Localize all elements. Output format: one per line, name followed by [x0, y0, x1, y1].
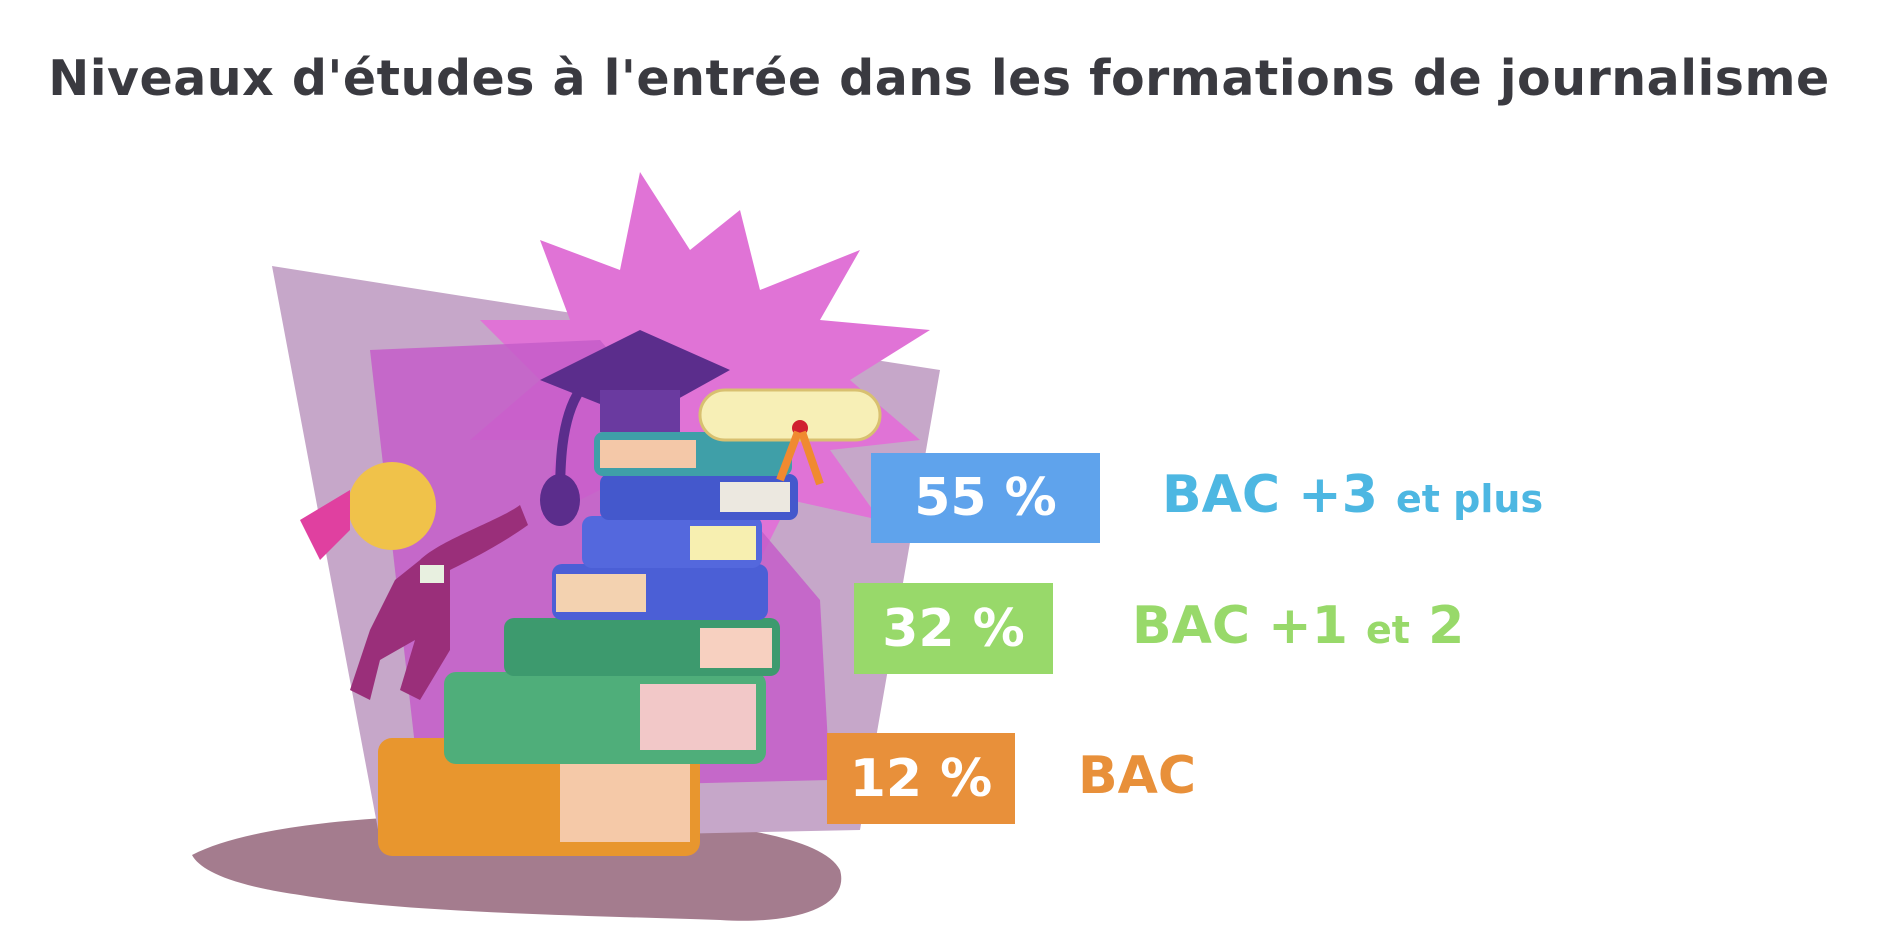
label-main: BAC +3 — [1162, 465, 1378, 525]
category-label-bac12: BAC +1 et 2 — [1132, 596, 1464, 656]
category-label-bac: BAC — [1078, 746, 1196, 806]
category-label-bac3: BAC +3 et plus — [1162, 465, 1543, 525]
value-label: 32 % — [882, 598, 1025, 659]
chart-title: Niveaux d'études à l'entrée dans les for… — [48, 50, 1830, 107]
figure-body — [350, 505, 528, 700]
value-box-bac12: 32 % — [854, 583, 1053, 674]
label-small: et — [1366, 608, 1410, 652]
figure-head — [348, 462, 436, 550]
label-tail: 2 — [1428, 596, 1465, 656]
value-label: 55 % — [914, 468, 1057, 528]
label-main: BAC — [1078, 746, 1197, 806]
diploma-scroll — [698, 388, 882, 442]
value-label: 12 % — [849, 748, 993, 809]
value-box-bac3: 55 % — [871, 453, 1100, 543]
value-box-bac: 12 % — [827, 733, 1015, 824]
label-small: et plus — [1396, 477, 1544, 521]
graduation-cap — [540, 330, 730, 420]
label-main: BAC +1 — [1132, 596, 1348, 656]
